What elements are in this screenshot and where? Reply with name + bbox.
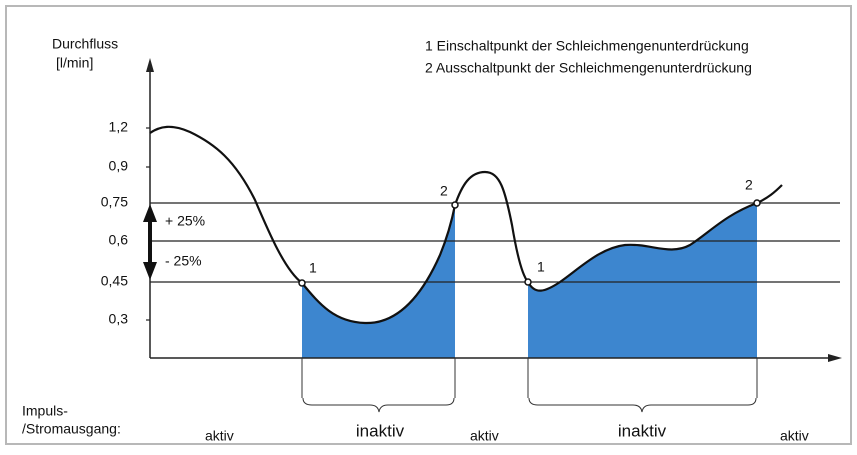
output-state: inaktiv xyxy=(356,421,405,440)
output-label: Impuls- xyxy=(22,403,68,419)
y-axis-label: [l/min] xyxy=(56,55,93,71)
flow-curve xyxy=(149,125,783,325)
point-label: 1 xyxy=(309,260,317,276)
point-label: 1 xyxy=(537,259,545,275)
point-label: 2 xyxy=(440,183,448,199)
band-label: - 25% xyxy=(165,253,202,269)
legend-entry: 2 Ausschaltpunkt der Schleichmengenunter… xyxy=(425,60,752,76)
y-tick-label: 0,3 xyxy=(109,311,129,327)
y-tick-label: 0,75 xyxy=(101,194,128,210)
tolerance-arrow xyxy=(143,204,157,280)
y-tick-label: 0,45 xyxy=(101,273,128,289)
inactive-area xyxy=(528,203,757,358)
output-state: aktiv xyxy=(470,428,499,444)
output-state: inaktiv xyxy=(618,421,667,440)
x-axis-arrow xyxy=(828,354,842,362)
y-tick-label: 1,2 xyxy=(109,119,129,135)
frame xyxy=(5,5,852,445)
band-label: + 25% xyxy=(165,213,205,229)
point-label: 2 xyxy=(745,177,753,193)
y-tick-label: 0,9 xyxy=(109,158,129,174)
output-markers xyxy=(301,358,758,413)
y-axis-label: Durchfluss xyxy=(52,36,118,52)
switch-points xyxy=(298,199,761,287)
y-ticks xyxy=(146,127,150,321)
output-state: aktiv xyxy=(780,428,809,444)
y-axis-arrow xyxy=(146,58,154,72)
y-tick-label: 0,6 xyxy=(109,232,129,248)
legend-entry: 1 Einschaltpunkt der Schleichmengenunter… xyxy=(425,38,749,54)
inactive-area xyxy=(302,205,455,358)
output-label: /Stromausgang: xyxy=(22,421,121,437)
output-state: aktiv xyxy=(205,428,234,444)
